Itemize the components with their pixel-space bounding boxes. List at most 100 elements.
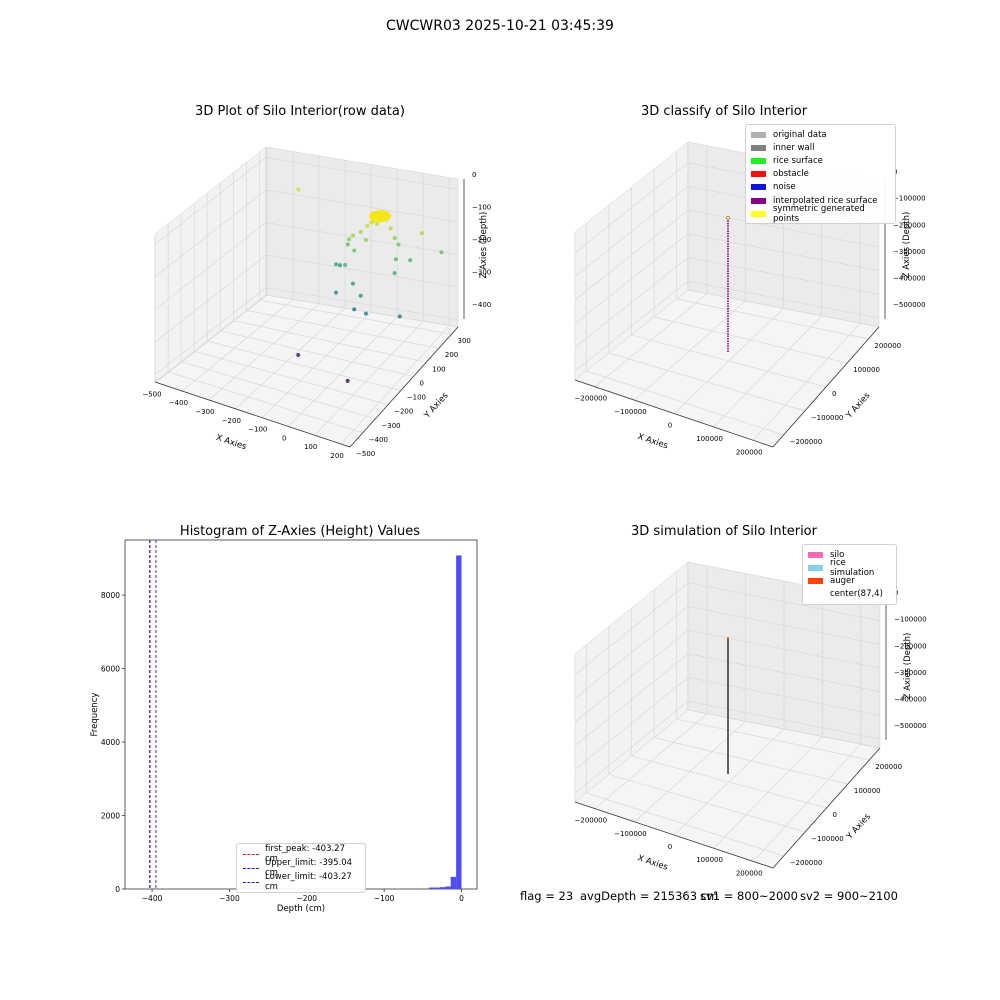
depth-histogram: −400 −300 −200 −100 0 0 2000 4000 6000 8000 Depth … xyxy=(90,539,478,914)
classify-plot-y-gridline xyxy=(586,370,784,436)
raw-plot-x-gridline xyxy=(314,320,424,436)
simulation-legend-swatch xyxy=(808,577,823,584)
classify-plot-z-gridline xyxy=(574,233,880,325)
raw-plot-x-gridline xyxy=(182,299,294,392)
classify-legend-swatch xyxy=(751,184,766,191)
raw-plot-y-gridline xyxy=(180,361,376,420)
classify-legend-entry: symmetric generated points xyxy=(751,204,890,224)
histogram-legend-label: first_peak: -403.27 cm xyxy=(265,844,345,864)
histogram-x-tick-label: −400 xyxy=(142,894,163,903)
raw-plot-x-axis-label: X Axies xyxy=(215,433,248,453)
simulation-plot-x-tick-label: 100000 xyxy=(696,856,723,864)
raw-plot-y-tick-label: −100 xyxy=(407,394,426,402)
raw-plot-y-gridline xyxy=(167,371,363,434)
histogram-y-tick-label: 0 xyxy=(115,885,120,894)
simulation-plot-z-gridline xyxy=(574,629,881,723)
raw-plot-x-gridline xyxy=(208,303,320,401)
raw-plot-y-tick-label: 200 xyxy=(445,351,458,359)
classify-plot-y-gridline xyxy=(631,334,827,388)
histogram-x-tick-label: −300 xyxy=(219,894,240,903)
simulation-plot-title: 3D simulation of Silo Interior xyxy=(631,524,817,539)
classify-plot-y-axis-line xyxy=(772,326,880,448)
classify-legend-swatch xyxy=(751,210,766,217)
raw-plot-x-tick-label: 0 xyxy=(282,434,286,442)
classify-3d-plot: −200000 −100000 0 100000 200000 −200000 −10000… xyxy=(574,141,926,456)
simulation-legend-label: center(87,4) xyxy=(830,589,883,600)
classify-plot-y-gridline xyxy=(676,298,869,340)
histogram-legend-label: Upper_limit: -395.04 cm xyxy=(265,858,353,878)
raw-data-point xyxy=(334,290,339,295)
raw-plot-x-gridline xyxy=(261,312,372,418)
raw-plot-z-tick-label: −100 xyxy=(472,204,491,212)
classify-plot-z-gridline xyxy=(574,257,880,348)
raw-plot-y-gridline xyxy=(259,299,452,335)
histogram-legend: first_peak: -403.27 cm Upper_limit: -395.… xyxy=(236,843,366,893)
histogram-x-tick-label: −200 xyxy=(296,894,317,903)
raw-plot-y-tick-label: −500 xyxy=(356,450,375,458)
simulation-legend-label: rice simulation xyxy=(830,557,875,578)
histogram-legend-entry: first_peak: -403.27 cm xyxy=(243,844,359,864)
simulation-plot-z-gridline xyxy=(574,700,881,794)
classify-plot-x-tick-label: 0 xyxy=(668,422,672,430)
raw-plot-z-tick-label: −400 xyxy=(472,301,491,309)
raw-data-point xyxy=(393,257,398,262)
raw-data-point xyxy=(345,378,350,383)
histogram-y-tick-label: 6000 xyxy=(101,665,120,674)
simulation-legend: silo rice simulation auger center(87,4) xyxy=(802,544,897,605)
histogram-legend-swatch xyxy=(243,881,259,883)
raw-data-point xyxy=(296,187,301,192)
raw-plot-y-tick-label: −300 xyxy=(381,422,400,430)
simulation-plot-z-tick-label: −400000 xyxy=(894,696,927,704)
simulation-legend-entry: center(87,4) xyxy=(808,588,891,601)
raw-data-point xyxy=(358,293,363,298)
classify-plot-z-gridline xyxy=(574,209,880,301)
classify-plot-z-tick-label: −500000 xyxy=(893,301,926,309)
classify-legend-entry: obstacle xyxy=(751,168,890,181)
classify-legend-label: inner wall xyxy=(773,142,815,153)
classify-plot-x-tick-label: −200000 xyxy=(575,395,608,403)
simulation-plot-x-tick-label: 0 xyxy=(668,843,672,851)
raw-plot-z-tick-label: −300 xyxy=(472,269,491,277)
classify-plot-y-tick-label: −200000 xyxy=(790,438,823,446)
histogram-bar xyxy=(456,555,462,889)
simulation-plot-z-tick-label: −500000 xyxy=(894,722,927,730)
simulation-plot-z-gridline xyxy=(574,606,881,699)
raw-data-point xyxy=(375,221,380,226)
raw-plot-y-axis-label: Y Axies xyxy=(422,390,451,421)
histogram-y-tick-label: 8000 xyxy=(101,591,120,600)
simulation-plot-y-tick-label: 0 xyxy=(833,811,837,819)
simulation-plot-y-tick-label: 200000 xyxy=(875,763,902,771)
raw-plot-y-tick-label: −400 xyxy=(369,436,388,444)
raw-data-point xyxy=(347,237,352,242)
simulation-plot-z-axis-label: Z Axies (Depth) xyxy=(903,633,913,700)
raw-plot-x-gridline xyxy=(340,325,450,445)
classify-plot-x-tick-label: −100000 xyxy=(614,408,647,416)
classify-legend-entry: interpolated rice surface xyxy=(751,194,890,207)
histogram-x-tick-label: 0 xyxy=(459,894,464,903)
simulation-plot-y-tick-label: 100000 xyxy=(854,787,881,795)
raw-plot-z-gridline xyxy=(154,189,459,278)
raw-data-point xyxy=(388,226,393,231)
raw-data-point xyxy=(392,236,397,241)
simulation-legend-entry: auger xyxy=(808,574,891,587)
classify-legend-label: symmetric generated points xyxy=(773,203,865,224)
classify-legend-entry: original data xyxy=(751,128,890,141)
histogram-legend-entry: Upper_limit: -395.04 cm xyxy=(243,858,359,878)
simulation-plot-y-gridline xyxy=(586,792,784,857)
auger-top-point xyxy=(727,637,729,639)
classify-plot-z-tick-label: −400000 xyxy=(893,275,926,283)
classify-legend-swatch xyxy=(751,144,766,151)
simulation-plot-z-tick-label: −300000 xyxy=(894,669,927,677)
simulation-plot-y-axis-line xyxy=(772,747,881,869)
classify-plot-x-tick-label: 200000 xyxy=(736,448,763,456)
raw-data-point xyxy=(296,352,301,357)
simulation-legend-swatch xyxy=(808,551,823,558)
classify-plot-y-gridline xyxy=(654,316,848,364)
simulation-plot-y-gridline xyxy=(654,737,848,785)
status-avg-depth: avgDepth = 215363 cm xyxy=(580,889,719,903)
raw-data-dense-cluster xyxy=(369,210,392,223)
simulation-plot-y-tick-label: −200000 xyxy=(790,859,823,867)
classify-legend-swatch xyxy=(751,157,766,164)
classify-legend-label: interpolated rice surface xyxy=(773,195,878,206)
histogram-legend-swatch xyxy=(243,867,259,869)
